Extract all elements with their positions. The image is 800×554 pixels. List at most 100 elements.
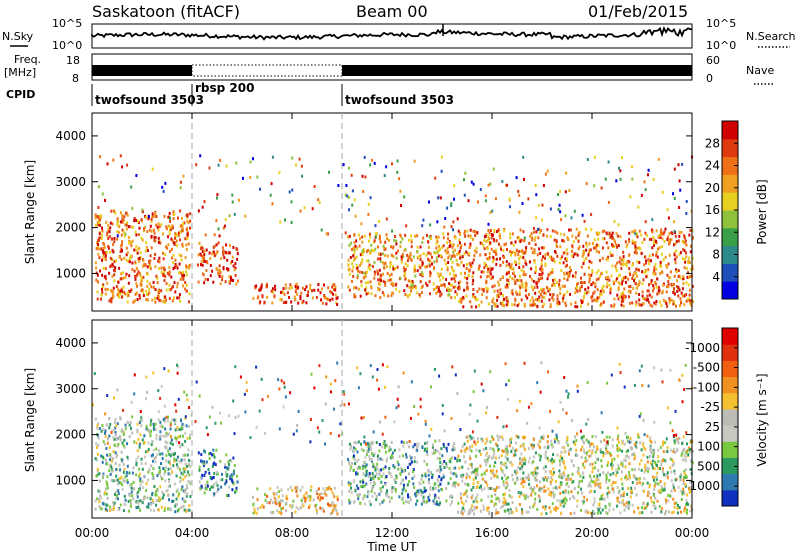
range-cell <box>138 226 141 230</box>
range-cell <box>160 266 163 270</box>
range-cell <box>161 452 164 456</box>
range-cell <box>152 459 154 463</box>
range-cell <box>690 504 693 508</box>
range-cell <box>128 236 131 239</box>
range-cell <box>149 266 152 270</box>
range-cell <box>480 486 483 490</box>
range-cell <box>590 273 593 277</box>
range-cell <box>659 233 662 237</box>
range-cell <box>335 509 338 513</box>
range-cell <box>616 261 619 265</box>
range-cell <box>543 489 546 493</box>
range-cell <box>363 234 366 238</box>
range-cell <box>636 268 639 272</box>
range-cell <box>419 266 422 270</box>
range-cell <box>159 424 162 428</box>
range-cell <box>226 267 228 271</box>
range-cell <box>188 263 191 267</box>
range-cell <box>538 272 541 276</box>
range-cell <box>664 300 667 303</box>
range-cell <box>651 253 654 257</box>
range-cell <box>158 498 161 502</box>
range-cell <box>510 437 513 441</box>
range-cell <box>631 453 634 457</box>
range-cell <box>573 496 576 500</box>
range-cell <box>125 246 128 250</box>
range-cell <box>621 282 623 286</box>
range-cell <box>435 495 438 499</box>
range-cell <box>186 453 189 457</box>
range-cell <box>303 206 306 210</box>
range-cell <box>421 272 424 276</box>
range-cell <box>661 237 664 241</box>
power-ylabel: Slant Range [km] <box>23 160 37 264</box>
range-cell <box>97 433 99 437</box>
range-cell <box>98 472 101 476</box>
range-cell <box>364 288 367 292</box>
range-cell <box>497 511 500 515</box>
range-cell <box>150 246 153 250</box>
range-cell <box>581 213 584 217</box>
range-cell <box>235 474 238 478</box>
range-cell <box>689 299 692 303</box>
range-cell <box>643 237 646 241</box>
range-cell <box>628 506 631 510</box>
range-cell <box>157 222 160 226</box>
range-cell <box>113 260 116 264</box>
range-cell <box>569 447 572 451</box>
range-cell <box>407 493 409 497</box>
range-cell <box>641 241 644 245</box>
range-cell <box>167 243 170 247</box>
range-cell <box>489 272 492 276</box>
range-cell <box>447 256 450 260</box>
range-cell <box>123 467 126 471</box>
range-cell <box>521 480 524 484</box>
range-cell <box>490 268 493 272</box>
range-cell <box>610 274 613 278</box>
range-cell <box>164 427 167 431</box>
range-cell <box>400 466 403 470</box>
range-cell <box>366 270 368 274</box>
range-cell <box>646 481 649 485</box>
range-cell <box>120 272 123 276</box>
range-cell <box>97 436 100 440</box>
range-cell <box>488 274 490 278</box>
range-cell <box>219 282 222 286</box>
range-cell <box>570 302 573 306</box>
range-cell <box>574 305 577 309</box>
range-cell <box>612 471 615 475</box>
range-cell <box>514 252 517 256</box>
range-cell <box>605 480 608 484</box>
range-cell <box>653 494 655 497</box>
range-cell <box>496 304 499 308</box>
range-cell <box>649 461 652 465</box>
range-cell <box>514 261 517 264</box>
range-cell <box>670 489 673 493</box>
range-cell <box>101 258 103 262</box>
range-cell <box>515 176 518 180</box>
range-cell <box>305 285 308 289</box>
range-cell <box>172 217 175 221</box>
range-cell <box>514 506 517 510</box>
range-cell <box>216 196 218 200</box>
range-cell <box>164 298 167 302</box>
range-cell <box>659 480 662 483</box>
range-cell <box>629 495 632 499</box>
range-cell <box>479 509 482 513</box>
range-cell <box>299 488 302 492</box>
range-cell <box>228 280 231 284</box>
range-cell <box>212 448 215 452</box>
range-cell <box>271 511 274 515</box>
range-cell <box>469 463 472 467</box>
range-cell <box>147 298 150 302</box>
range-cell <box>215 267 218 271</box>
range-cell <box>215 448 218 452</box>
range-cell <box>331 285 334 289</box>
range-cell <box>382 499 385 502</box>
range-cell <box>499 301 502 305</box>
range-cell <box>235 282 238 286</box>
range-cell <box>126 420 129 424</box>
range-cell <box>452 269 455 273</box>
range-cell <box>379 283 382 286</box>
range-cell <box>595 278 598 282</box>
